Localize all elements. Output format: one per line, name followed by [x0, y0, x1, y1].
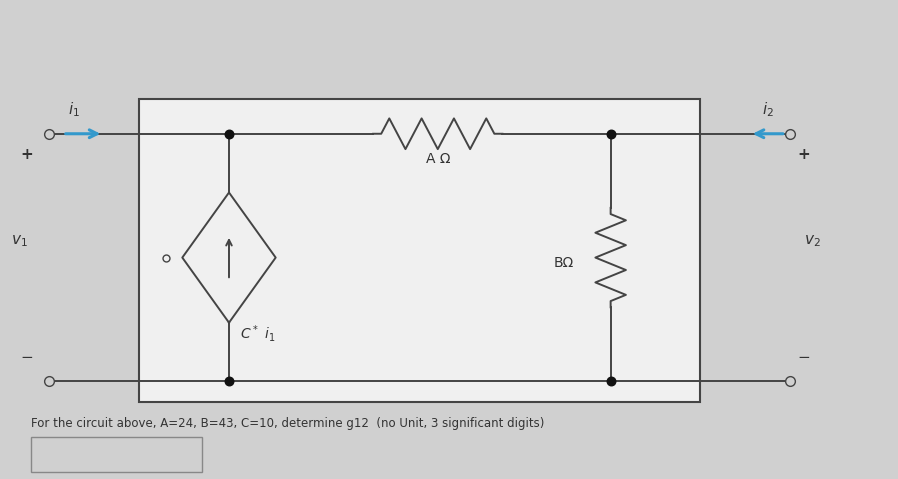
- Point: [222, 377, 236, 385]
- Point: [603, 130, 618, 137]
- Point: [222, 130, 236, 137]
- Text: +: +: [797, 147, 810, 162]
- Text: $C^*\ i_1$: $C^*\ i_1$: [240, 323, 276, 344]
- Text: $i_1$: $i_1$: [67, 100, 80, 119]
- Text: A Ω: A Ω: [426, 152, 450, 166]
- Point: [603, 377, 618, 385]
- FancyBboxPatch shape: [139, 100, 700, 402]
- Text: $i_2$: $i_2$: [762, 100, 774, 119]
- Text: −: −: [797, 350, 810, 365]
- Text: $v_1$: $v_1$: [12, 233, 28, 249]
- Text: −: −: [21, 350, 33, 365]
- Text: +: +: [21, 147, 33, 162]
- Text: BΩ: BΩ: [554, 256, 574, 270]
- Text: $v_2$: $v_2$: [805, 233, 821, 249]
- Text: For the circuit above, A=24, B=43, C=10, determine g12  (no Unit, 3 significant : For the circuit above, A=24, B=43, C=10,…: [31, 417, 545, 430]
- FancyBboxPatch shape: [31, 437, 202, 472]
